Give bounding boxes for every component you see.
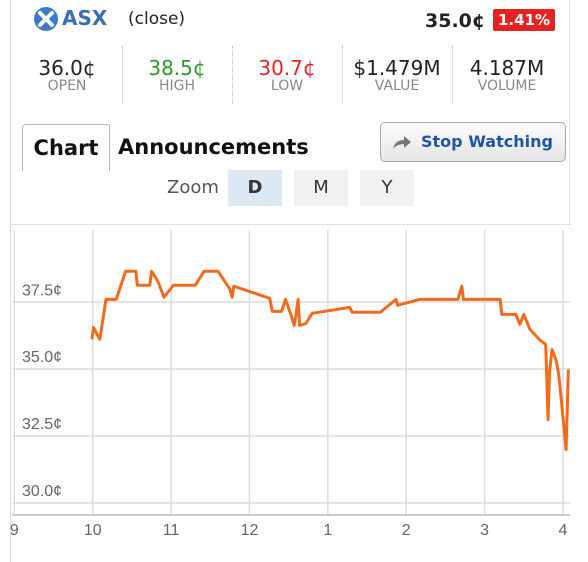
zoom-label: Zoom: [167, 177, 219, 198]
chart: 30.0¢32.5¢35.0¢37.5¢9 10 11 12 1 2 3 4: [10, 230, 570, 539]
x-tick-label: 9: [10, 522, 19, 539]
x-tick-label: 2: [402, 522, 411, 539]
zoom-option[interactable]: D: [228, 170, 282, 206]
y-tick-label: 32.5¢: [22, 416, 62, 433]
status: (close): [128, 9, 186, 29]
stat-separator: [122, 46, 123, 104]
zoom-option[interactable]: Y: [360, 170, 414, 206]
x-tick-label: 1: [323, 522, 332, 539]
x-tick-label: 4: [558, 522, 567, 539]
y-tick-label: 35.0¢: [22, 349, 62, 366]
stat-label: VALUE: [374, 78, 420, 94]
x-tick-label: 12: [241, 522, 259, 539]
stat-value: $1.479M: [353, 56, 441, 80]
stop-watching-button[interactable]: Stop Watching: [380, 122, 566, 162]
price-line: [90, 269, 570, 452]
share-icon: [393, 136, 411, 149]
y-tick-label: 37.5¢: [22, 282, 62, 299]
asx-logo: [34, 7, 58, 31]
stat-value: 4.187M: [469, 56, 545, 80]
stat-value: 36.0¢: [38, 56, 96, 80]
stat: 30.7¢ LOW: [232, 56, 342, 94]
stat-separator: [342, 46, 343, 104]
exchange: ASX: [62, 6, 108, 30]
right-border: [569, 0, 570, 225]
stat-separator: [452, 46, 453, 104]
change-badge: 1.41%: [493, 9, 556, 31]
tab-chart[interactable]: Chart: [22, 124, 110, 171]
chart-top-border: [11, 224, 571, 225]
stat: 4.187M VOLUME: [452, 56, 562, 94]
stat-label: VOLUME: [477, 78, 537, 94]
stat-value: 38.5¢: [148, 56, 206, 80]
button-label: Stop Watching: [421, 132, 553, 151]
tab-announcements[interactable]: Announcements: [118, 135, 309, 159]
y-tick-label: 30.0¢: [22, 483, 62, 500]
stat: 38.5¢ HIGH: [122, 56, 232, 94]
x-tick-label: 11: [163, 522, 180, 539]
price: 35.0¢: [425, 10, 486, 32]
x-tick-label: 10: [84, 522, 102, 539]
stat-label: LOW: [270, 78, 304, 94]
stat-separator: [232, 46, 233, 104]
stat: 36.0¢ OPEN: [12, 56, 122, 94]
stat-label: HIGH: [158, 78, 196, 94]
stat-label: OPEN: [47, 78, 87, 94]
stat-value: 30.7¢: [258, 56, 316, 80]
zoom-option[interactable]: M: [294, 170, 348, 206]
x-tick-label: 3: [480, 522, 489, 539]
stat: $1.479M VALUE: [342, 56, 452, 94]
left-border: [10, 0, 11, 562]
